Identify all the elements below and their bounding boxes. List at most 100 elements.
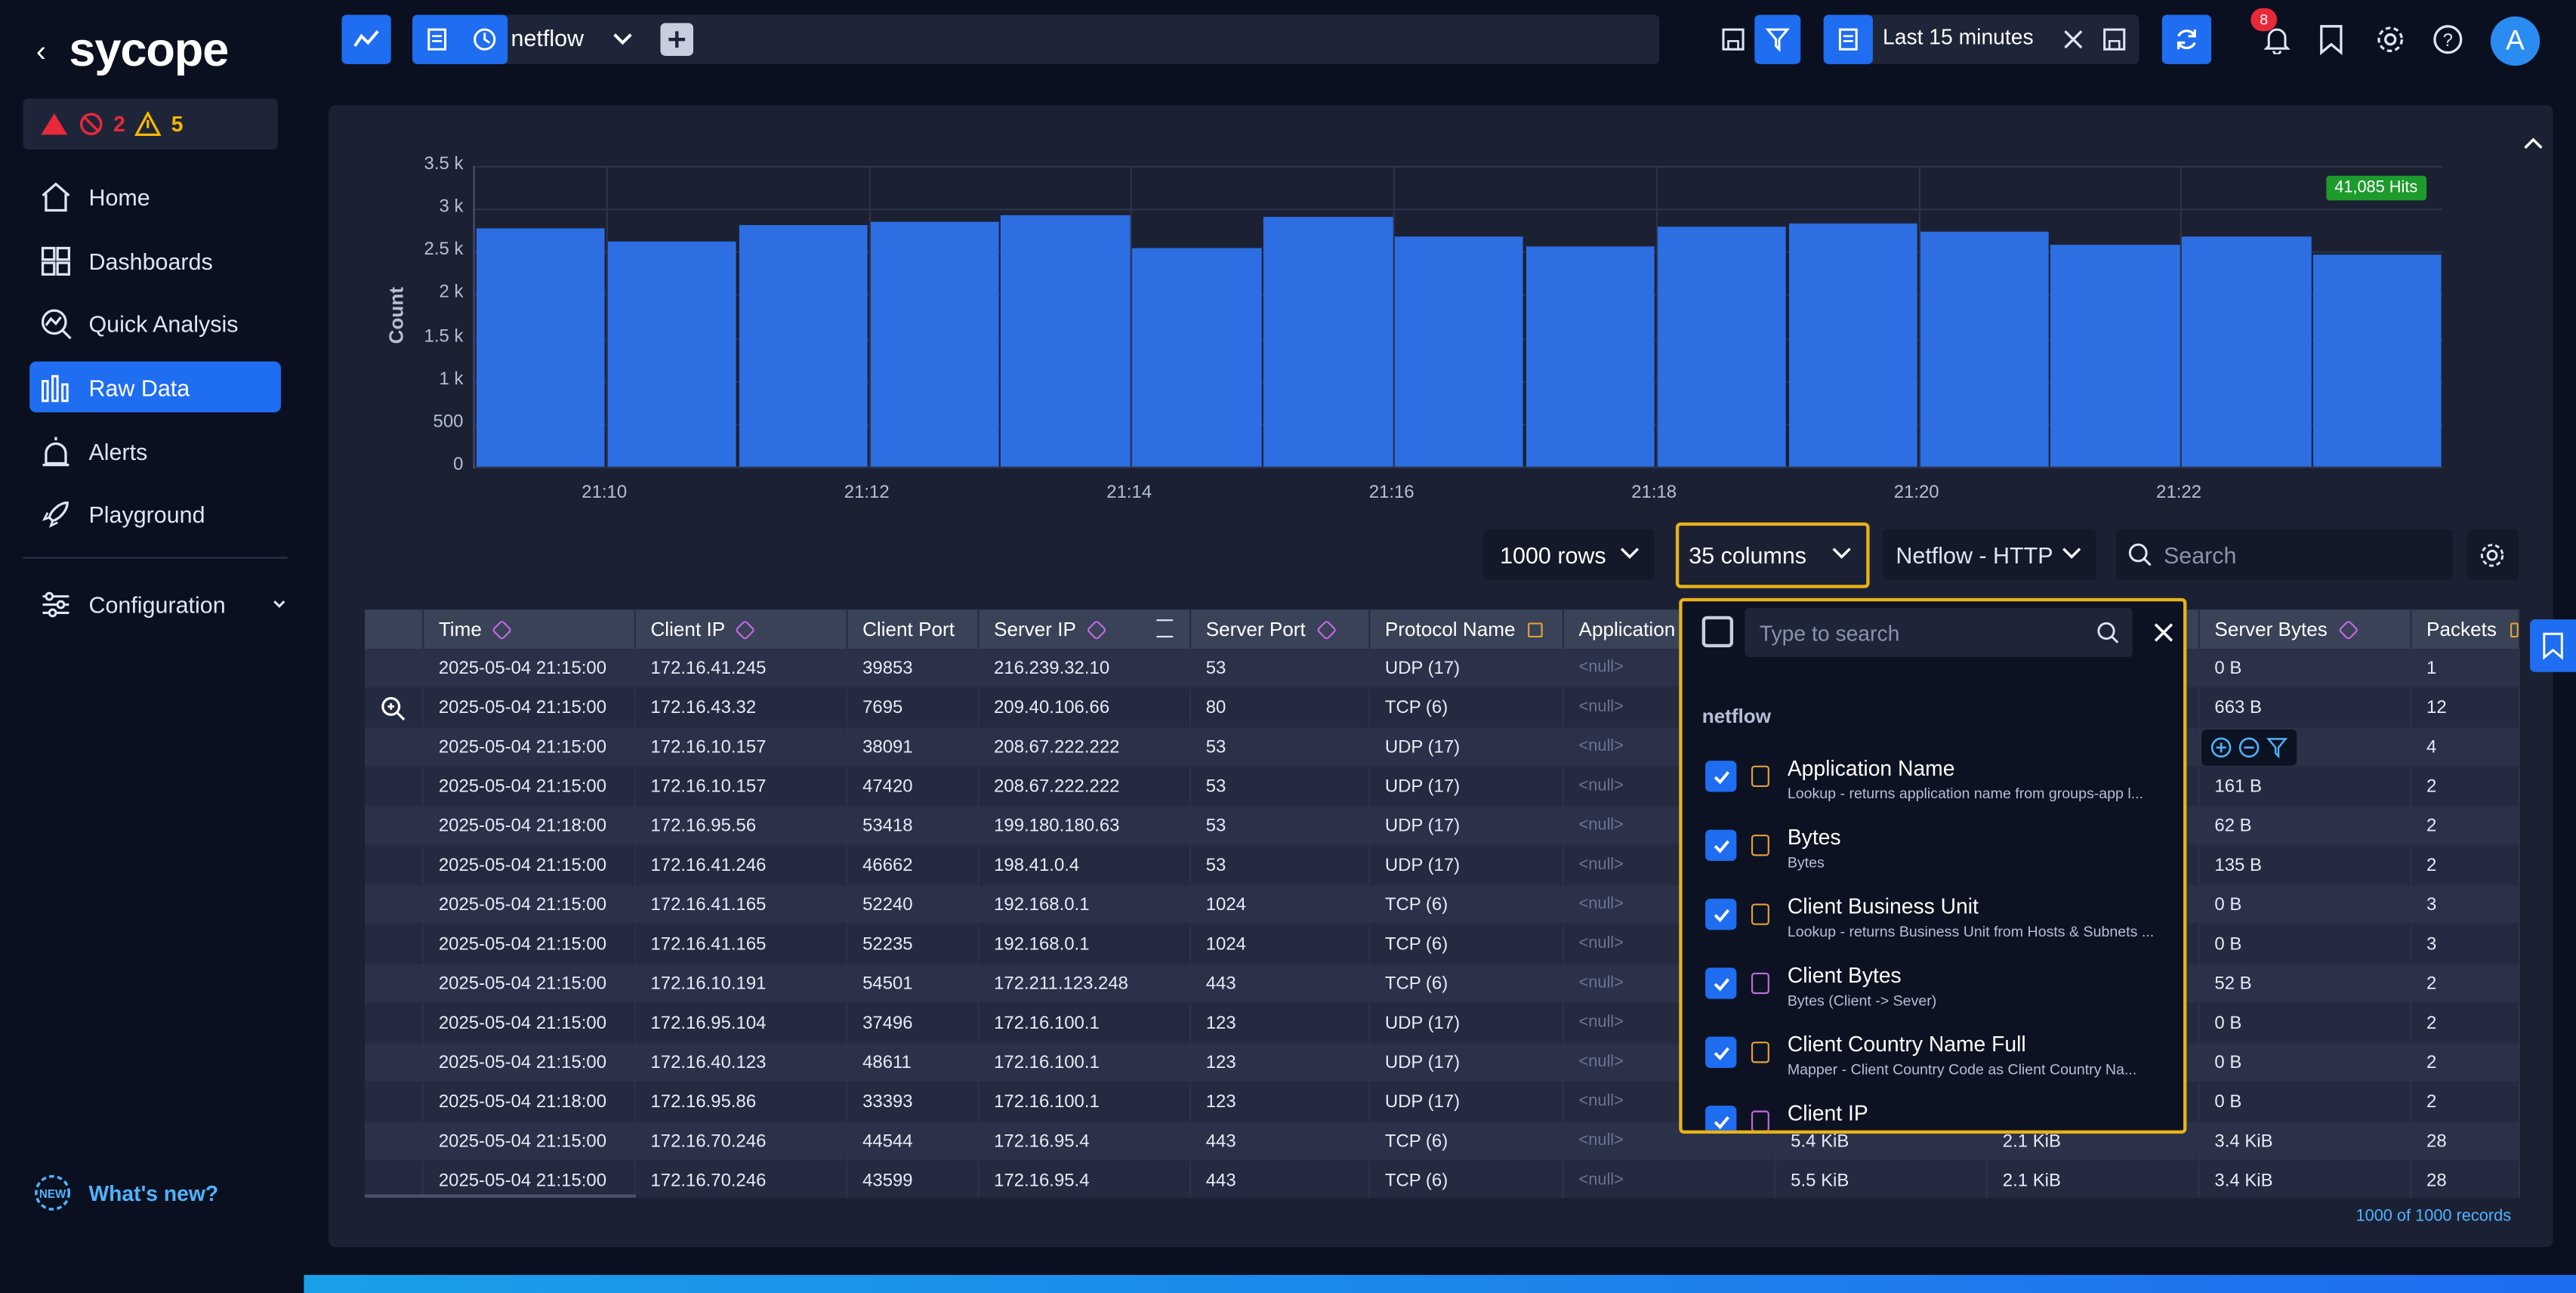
table-cell[interactable]: 28 [2411,1161,2521,1198]
table-cell[interactable]: 135 B [2200,846,2412,884]
table-cell[interactable]: 172.16.41.165 [636,885,848,924]
table-cell[interactable] [1988,1004,2200,1042]
row-action-cell[interactable] [365,885,424,924]
histogram-bar[interactable] [2313,255,2442,467]
table-cell[interactable]: TCP (6) [1370,688,1564,727]
close-icon[interactable] [2062,28,2084,51]
table-row[interactable]: 2025-05-04 21:15:00 172.16.70.246 44544 172… [364,1122,2521,1162]
table-cell[interactable]: 37496 [847,1004,979,1042]
sidebar-item-playground[interactable]: Playground [29,488,281,538]
analysis-mode-button[interactable] [341,14,391,64]
side-panel-button[interactable] [2530,619,2576,672]
row-action-cell[interactable] [365,727,424,766]
table-cell[interactable]: 2025-05-04 21:18:00 [424,807,636,845]
table-cell[interactable]: 1 [2411,649,2521,687]
table-cell[interactable]: 443 [1191,964,1371,1002]
table-cell[interactable]: 123 [1191,1043,1371,1082]
table-cell[interactable]: 172.16.41.245 [636,649,848,687]
table-header-cell[interactable]: Time [424,609,636,650]
table-cell[interactable]: UDP (17) [1370,649,1564,687]
histogram-bar[interactable] [1263,217,1393,467]
table-cell[interactable]: 2.1 KiB [1988,1122,2200,1160]
row-action-cell[interactable] [365,1082,424,1121]
table-cell[interactable]: 53418 [847,807,979,845]
table-cell[interactable]: 2025-05-04 21:18:00 [424,1082,636,1121]
table-cell[interactable]: 123 [1191,1082,1371,1121]
table-cell[interactable]: 5.5 KiB [1776,1161,1988,1198]
table-cell[interactable] [1988,924,2200,963]
column-checkbox[interactable] [1705,1106,1737,1131]
table-cell[interactable]: 39853 [847,649,979,687]
table-cell[interactable]: 7695 [847,688,979,727]
table-cell[interactable]: 2.1 KiB [1988,1161,2200,1198]
table-cell[interactable]: 53 [1191,767,1371,805]
time-range-label[interactable]: Last 15 minutes [1882,24,2034,50]
table-cell[interactable] [1988,807,2200,845]
table-cell[interactable]: UDP (17) [1370,1043,1564,1082]
columns-select[interactable]: 35 columns [1679,529,1867,580]
table-cell[interactable]: 2025-05-04 21:15:00 [424,846,636,884]
table-cell[interactable] [1988,964,2200,1002]
table-cell[interactable]: 80 [1191,688,1371,727]
histogram-bar[interactable] [476,227,606,467]
table-cell[interactable]: 3.4 KiB [2200,1122,2412,1160]
row-action-cell[interactable] [365,846,424,884]
row-action-cell[interactable] [365,1161,424,1198]
table-row[interactable]: 2025-05-04 21:15:00 172.16.43.32 7695 209.4… [364,688,2521,728]
table-cell[interactable]: 2 [2411,1043,2521,1082]
row-action-cell[interactable] [365,1122,424,1160]
row-action-cell[interactable] [365,964,424,1002]
histogram-bar[interactable] [1132,248,1262,467]
row-action-cell[interactable] [365,767,424,805]
avatar[interactable]: A [2490,16,2541,66]
row-action-cell[interactable] [365,1043,424,1082]
table-cell[interactable]: 3 [2411,885,2521,924]
table-cell[interactable]: TCP (6) [1370,964,1564,1002]
histogram-bar[interactable] [739,224,868,467]
table-cell[interactable]: 2025-05-04 21:15:00 [424,767,636,805]
table-cell[interactable]: 209.40.106.66 [979,688,1192,727]
table-cell[interactable]: 172.16.40.123 [636,1043,848,1082]
table-cell[interactable]: 2 [2411,1082,2521,1121]
filter-button[interactable] [1754,14,1801,64]
add-query-button[interactable] [660,23,694,56]
source-buttons[interactable] [412,14,508,64]
histogram-bar[interactable] [2050,245,2180,467]
table-cell[interactable]: 0 B [2200,649,2412,687]
table-header-cell[interactable]: Packets [2411,609,2521,650]
table-cell[interactable]: TCP (6) [1370,1161,1564,1198]
table-cell[interactable]: <null> [1564,1161,1776,1198]
close-icon[interactable] [2152,621,2175,643]
source-name[interactable]: netflow [511,24,585,51]
table-header-cell[interactable]: Server Bytes [2199,609,2412,650]
refresh-button[interactable] [2161,14,2212,64]
table-cell[interactable]: 2025-05-04 21:15:00 [424,1043,636,1082]
table-row[interactable]: 2025-05-04 21:15:00 172.16.41.245 39853 216… [364,649,2521,689]
include-filter-icon[interactable] [2210,736,2232,759]
table-cell[interactable]: 3 [2411,924,2521,963]
notifications-button[interactable] [2259,20,2295,59]
table-cell[interactable]: 172.16.41.246 [636,846,848,884]
table-row[interactable]: 2025-05-04 21:15:00 172.16.10.191 54501 172… [364,964,2521,1004]
table-cell[interactable]: 1024 [1191,924,1371,963]
zoom-in-icon[interactable] [380,695,406,721]
histogram-bar[interactable] [2182,236,2311,467]
table-header-cell[interactable]: Protocol Name [1370,609,1564,650]
table-cell[interactable]: 53 [1191,649,1371,687]
sidebar-item-alerts[interactable]: Alerts [29,425,281,476]
row-action-cell[interactable] [365,924,424,963]
row-action-cell[interactable] [365,1004,424,1042]
table-cell[interactable]: 2025-05-04 21:15:00 [424,688,636,727]
table-cell[interactable]: UDP (17) [1370,1082,1564,1121]
table-header-cell[interactable]: Server Port [1191,609,1371,650]
table-cell[interactable]: 172.16.43.32 [636,688,848,727]
table-cell[interactable]: 5.4 KiB [1776,1122,1988,1160]
histogram-bar[interactable] [1001,215,1131,467]
column-checkbox[interactable] [1705,761,1737,792]
table-cell[interactable]: 172.16.100.1 [979,1004,1192,1042]
table-cell[interactable] [1988,885,2200,924]
table-cell[interactable]: 4 [2411,727,2521,766]
sidebar-item-quick-analysis[interactable]: Quick Analysis [29,298,281,348]
table-cell[interactable]: 123 [1191,1004,1371,1042]
table-cell[interactable]: 12 [2411,688,2521,727]
